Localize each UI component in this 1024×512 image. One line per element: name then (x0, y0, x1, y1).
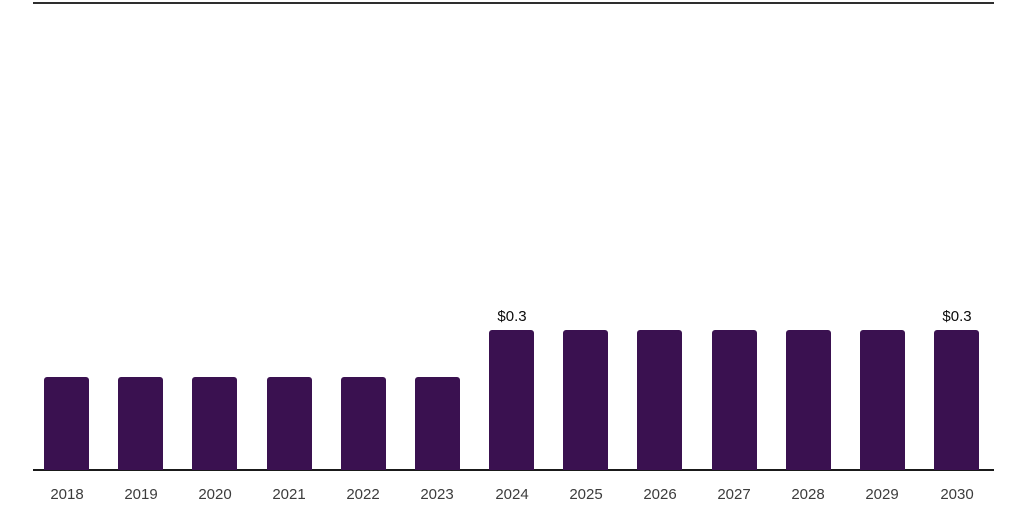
bar-2025 (563, 330, 608, 470)
x-tick-label-2018: 2018 (50, 486, 84, 503)
bar-2019 (118, 377, 163, 470)
bar-2018 (44, 377, 89, 470)
x-tick-label-2028: 2028 (791, 486, 825, 503)
x-tick-label-2023: 2023 (420, 486, 454, 503)
x-tick-label-2026: 2026 (643, 486, 677, 503)
value-label-2030: $0.3 (942, 308, 972, 325)
chart-top-border-line (33, 2, 994, 4)
x-tick-label-2019: 2019 (124, 486, 158, 503)
bar-2024 (489, 330, 534, 470)
bar-2026 (637, 330, 682, 470)
bar-2022 (341, 377, 386, 470)
bar-2029 (860, 330, 905, 470)
x-tick-label-2020: 2020 (198, 486, 232, 503)
bar-2028 (786, 330, 831, 470)
x-tick-label-2024: 2024 (495, 486, 529, 503)
x-axis-line (33, 469, 994, 471)
bar-2021 (267, 377, 312, 470)
bar-2020 (192, 377, 237, 470)
x-tick-label-2022: 2022 (346, 486, 380, 503)
bar-2027 (712, 330, 757, 470)
x-tick-label-2021: 2021 (272, 486, 306, 503)
x-tick-label-2025: 2025 (569, 486, 603, 503)
bar-2030 (934, 330, 979, 470)
x-tick-label-2030: 2030 (940, 486, 974, 503)
x-tick-label-2029: 2029 (865, 486, 899, 503)
value-label-2024: $0.3 (497, 308, 527, 325)
bar-2023 (415, 377, 460, 470)
x-tick-label-2027: 2027 (717, 486, 751, 503)
